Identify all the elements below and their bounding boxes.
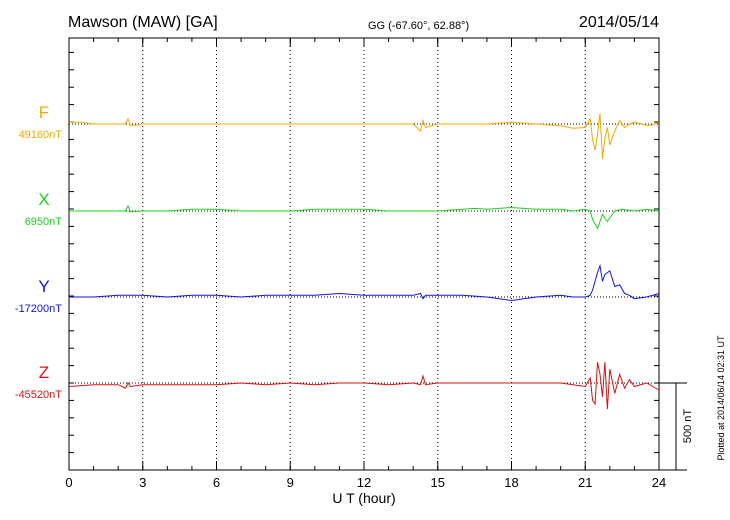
series-baseline-label-y: -17200nT [15, 303, 62, 315]
x-tick-label: 24 [652, 475, 666, 490]
series-name-y: Y [38, 277, 49, 296]
plot-date: 2014/05/14 [579, 14, 659, 31]
series-line-f [69, 113, 660, 159]
series-name-z: Z [39, 363, 49, 382]
x-axis: 0 3 6 9 12 15 18 21 24 [65, 38, 666, 490]
series-baseline-label-z: -45520nT [15, 389, 62, 401]
x-tick-label: 6 [213, 475, 220, 490]
x-tick-label: 15 [431, 475, 445, 490]
y-minor-ticks [69, 51, 659, 471]
scale-bar-label: 500 nT [682, 409, 694, 444]
x-tick-label: 3 [139, 475, 146, 490]
x-tick-label: 9 [287, 475, 294, 490]
series-line-y [69, 263, 660, 302]
series-labels: F 49160nT X 6950nT Y -17200nT Z -45520nT [15, 103, 62, 401]
x-tick-label: 21 [578, 475, 592, 490]
series-baseline-label-x: 6950nT [25, 216, 63, 228]
series-name-f: F [39, 103, 49, 122]
x-tick-label: 18 [504, 475, 518, 490]
vertical-gridlines [142, 38, 586, 470]
x-axis-label: U T (hour) [332, 490, 395, 506]
series-name-x: X [38, 190, 49, 209]
station-coords: GG (-67.60°, 62.88°) [368, 20, 469, 32]
station-title: Mawson (MAW) [GA] [68, 14, 218, 31]
series-line-x [69, 204, 660, 230]
x-tick-label: 0 [65, 475, 72, 490]
series-baseline-label-f: 49160nT [19, 129, 63, 141]
x-tick-label: 12 [357, 475, 371, 490]
plotted-at-note: Plotted at 2014/06/14 02:31 UT [716, 335, 726, 461]
scale-bar: 500 nT [659, 382, 694, 471]
series-line-z [68, 361, 660, 410]
series-lines [68, 113, 660, 410]
